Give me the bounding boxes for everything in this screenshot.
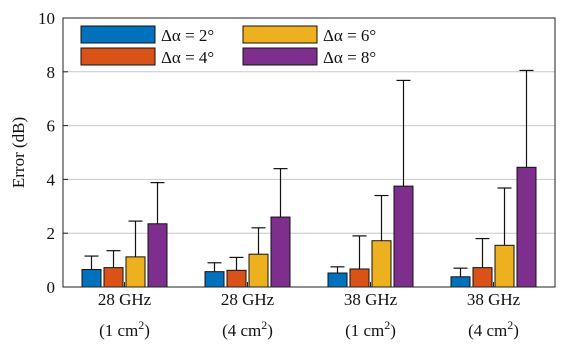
bar xyxy=(204,271,225,288)
x-tick-label-line2: (4 cm2) xyxy=(222,318,273,340)
x-tick-label-line2: (1 cm2) xyxy=(99,318,150,340)
legend-label: Δα = 8° xyxy=(323,48,376,67)
bar xyxy=(349,268,370,288)
bar xyxy=(516,166,537,288)
y-axis-label: Error (dB) xyxy=(9,117,28,188)
x-tick-label-superscript: 2 xyxy=(261,318,267,332)
x-tick-label-unit: (1 cm xyxy=(99,321,138,340)
x-tick-label-unit: (4 cm xyxy=(468,321,507,340)
x-tick-label-close: ) xyxy=(390,321,396,340)
x-tick-label-close: ) xyxy=(144,321,150,340)
bar xyxy=(450,276,471,288)
y-tick-label: 10 xyxy=(38,9,55,28)
legend-swatch xyxy=(242,25,318,44)
y-tick-label: 8 xyxy=(47,63,56,82)
legend-swatch xyxy=(80,25,156,44)
bar xyxy=(393,185,414,288)
x-tick-label-superscript: 2 xyxy=(384,318,390,332)
x-tick-label-close: ) xyxy=(513,321,519,340)
legend-swatch xyxy=(242,47,318,66)
bar xyxy=(147,223,168,288)
y-tick-label: 0 xyxy=(47,278,56,297)
legend-label: Δα = 6° xyxy=(323,26,376,45)
x-tick-label-superscript: 2 xyxy=(138,318,144,332)
bar xyxy=(103,267,124,288)
x-tick-label-close: ) xyxy=(267,321,273,340)
bar xyxy=(81,269,102,288)
bar xyxy=(371,240,392,288)
plot-frame xyxy=(62,17,556,288)
bar xyxy=(270,216,291,288)
bar xyxy=(226,269,247,288)
x-tick-label-line1: 38 GHz xyxy=(467,290,521,309)
x-tick-label-line1: 28 GHz xyxy=(98,290,152,309)
x-tick-label-line2: (1 cm2) xyxy=(345,318,396,340)
x-tick-label-line1: 28 GHz xyxy=(221,290,275,309)
bars xyxy=(81,166,537,288)
bar xyxy=(125,256,146,288)
legend-swatch xyxy=(80,47,156,66)
legend-label: Δα = 4° xyxy=(161,48,214,67)
x-tick-label-line1: 38 GHz xyxy=(344,290,398,309)
x-tick-label-unit: (1 cm xyxy=(345,321,384,340)
y-tick-label: 6 xyxy=(47,117,56,136)
bar xyxy=(472,267,493,288)
x-tick-label-unit: (4 cm xyxy=(222,321,261,340)
y-tick-label: 4 xyxy=(47,170,56,189)
bar xyxy=(494,244,515,288)
x-tick-label-line2: (4 cm2) xyxy=(468,318,519,340)
bar xyxy=(248,253,269,288)
x-tick-label-superscript: 2 xyxy=(507,318,513,332)
legend-label: Δα = 2° xyxy=(161,26,214,45)
bar xyxy=(327,272,348,288)
grid-lines xyxy=(63,71,555,234)
y-tick-label: 2 xyxy=(47,224,56,243)
error-bars xyxy=(84,69,534,277)
legend: Δα = 2° Δα = 4° Δα = 6° Δα = 8° xyxy=(75,21,390,71)
